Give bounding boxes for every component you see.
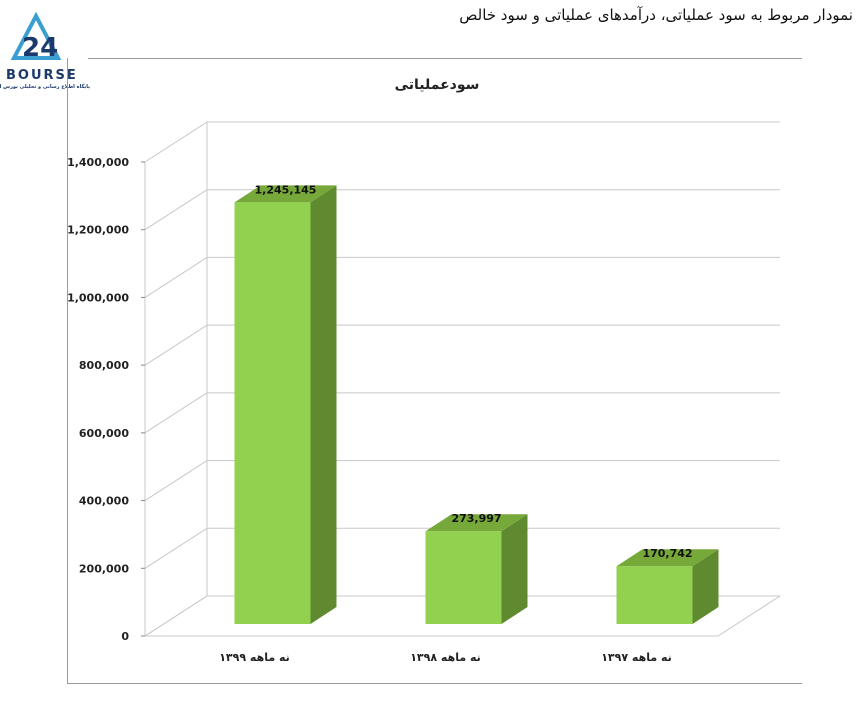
y-tick-label: 1,200,000 bbox=[67, 224, 129, 237]
frame-bottom-border bbox=[67, 683, 802, 684]
bar-side bbox=[692, 549, 719, 624]
y-tick-label: 1,000,000 bbox=[67, 291, 129, 304]
y-tick-label: 1,400,000 bbox=[67, 156, 129, 169]
data-label: 170,742 bbox=[642, 547, 692, 560]
data-labels: 1,245,145 273,997 170,742 bbox=[255, 183, 693, 560]
frame-left-border bbox=[67, 58, 68, 684]
y-tick-label: 800,000 bbox=[79, 359, 129, 372]
bar-side bbox=[501, 514, 528, 624]
y-axis: 0 200,000 400,000 600,000 800,000 1,000,000 1,… bbox=[67, 156, 145, 643]
gridline-diagonal bbox=[144, 257, 208, 298]
logo-emblem-icon: 24 bbox=[10, 11, 62, 63]
gridline-diagonal bbox=[144, 189, 208, 231]
gridline-diagonal bbox=[144, 460, 208, 501]
logo-numeral: 24 bbox=[22, 33, 58, 63]
gridline-diagonal bbox=[144, 121, 208, 163]
gridline-diagonal bbox=[144, 527, 208, 569]
chart-frame bbox=[67, 58, 802, 684]
chart-title: سودعملیاتی bbox=[395, 77, 480, 93]
bar-top bbox=[425, 514, 528, 532]
logo-tagline: پایگاه اطلاع رسانی و تحلیلی بورس ایران bbox=[0, 84, 90, 90]
page-title: نمودار مربوط به سود عملیاتی، درآمدهای عم… bbox=[459, 6, 853, 24]
y-tick-label: 600,000 bbox=[79, 427, 129, 440]
y-tick-label: 400,000 bbox=[79, 495, 129, 508]
x-axis: نه ماهه ۱۳۹۹ نه ماهه ۱۳۹۸ نه ماهه ۱۳۹۷ bbox=[219, 651, 672, 664]
bar-top bbox=[234, 185, 337, 203]
logo-wordmark: BOURSE bbox=[6, 68, 78, 83]
bar-front bbox=[234, 202, 311, 624]
y-tick-label: 200,000 bbox=[79, 562, 129, 575]
x-tick-label: نه ماهه ۱۳۹۹ bbox=[219, 651, 290, 664]
bourse24-logo: 24 BOURSE پایگاه اطلاع رسانی و تحلیلی بو… bbox=[0, 11, 92, 90]
gridline-diagonal bbox=[144, 324, 208, 366]
bar-front bbox=[616, 566, 693, 624]
bar-front bbox=[425, 531, 502, 624]
bar bbox=[616, 549, 719, 624]
y-tick-label: 0 bbox=[121, 630, 129, 643]
bar-top bbox=[616, 549, 719, 567]
gridline-diagonal bbox=[144, 595, 208, 637]
data-label: 273,997 bbox=[451, 512, 501, 525]
x-tick-label: نه ماهه ۱۳۹۷ bbox=[601, 651, 672, 664]
header-divider bbox=[88, 58, 802, 59]
data-label: 1,245,145 bbox=[255, 183, 317, 196]
bar-side bbox=[310, 185, 337, 624]
gridline-diagonal bbox=[144, 392, 208, 434]
x-tick-label: نه ماهه ۱۳۹۸ bbox=[410, 651, 481, 664]
bar bbox=[425, 514, 528, 624]
floor-right-edge bbox=[717, 595, 781, 637]
bars bbox=[234, 185, 719, 624]
bar bbox=[234, 185, 337, 624]
